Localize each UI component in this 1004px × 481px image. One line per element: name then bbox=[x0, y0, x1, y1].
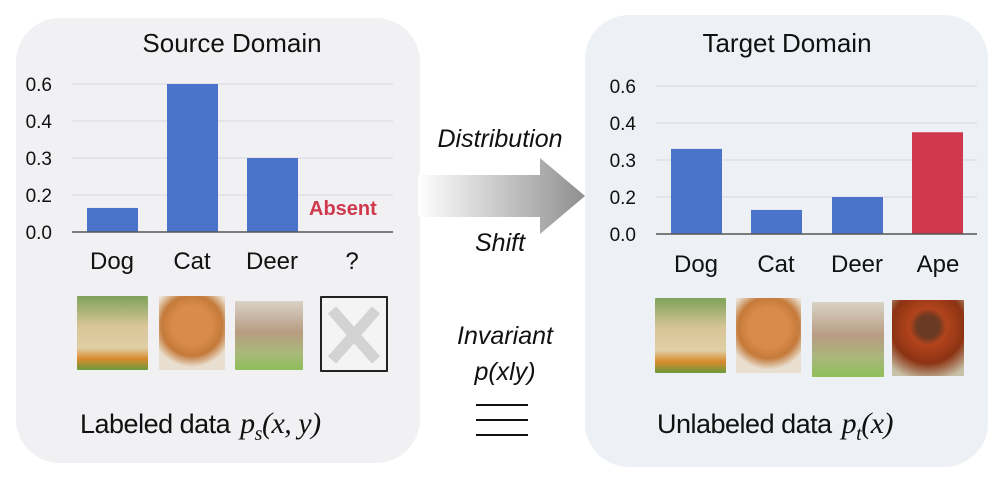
labeled-data-label: Labeled data bbox=[80, 409, 231, 439]
y-tick-label: 0.6 bbox=[26, 75, 52, 96]
bar-dog bbox=[87, 207, 138, 232]
bar-deer bbox=[832, 197, 883, 234]
invariant-label: Invariant bbox=[457, 322, 553, 350]
cat-photo bbox=[159, 296, 225, 370]
deer-photo bbox=[235, 301, 303, 370]
bar-cat bbox=[167, 84, 218, 232]
unlabeled-data-caption: Unlabeled data pt(x) bbox=[657, 407, 894, 446]
distribution-shift-arrow bbox=[418, 158, 585, 234]
orangutan-photo bbox=[892, 300, 964, 376]
source-category-label: Dog bbox=[89, 248, 135, 275]
target-title: Target Domain bbox=[702, 28, 872, 58]
cat-photo bbox=[736, 298, 801, 373]
y-tick-label: 0.0 bbox=[610, 225, 636, 246]
missing-x-icon bbox=[320, 296, 388, 372]
deer-photo bbox=[812, 302, 884, 377]
source-formula: ps(x, y) bbox=[240, 407, 321, 445]
y-tick-label: 0.6 bbox=[610, 77, 636, 98]
y-tick-label: 0.2 bbox=[26, 186, 52, 207]
target-category-label: Dog bbox=[673, 251, 719, 278]
y-tick-label: 0.4 bbox=[610, 114, 637, 135]
bar-dog bbox=[671, 148, 722, 234]
target-category-label: Deer bbox=[830, 251, 884, 278]
y-tick-label: 0.3 bbox=[26, 149, 52, 170]
target-category-label: Cat bbox=[757, 251, 795, 278]
dog-photo bbox=[655, 298, 726, 373]
shift-label: Shift bbox=[474, 229, 526, 257]
y-tick-label: 0.2 bbox=[610, 188, 636, 209]
invariant-formula: p(xly) bbox=[474, 358, 536, 386]
source-category-label: Deer bbox=[245, 248, 299, 275]
unlabeled-data-label: Unlabeled data bbox=[657, 409, 832, 439]
distribution-label: Distribution bbox=[437, 125, 563, 153]
bar-ape bbox=[912, 132, 963, 234]
target-domain-panel bbox=[585, 15, 988, 467]
dog-photo bbox=[77, 296, 148, 370]
absent-label: Absent bbox=[309, 198, 377, 220]
y-tick-label: 0.4 bbox=[26, 112, 53, 133]
y-tick-label: 0.3 bbox=[610, 151, 636, 172]
target-category-label: Ape bbox=[916, 251, 960, 278]
source-category-label: ? bbox=[345, 248, 359, 275]
bar-cat bbox=[751, 209, 802, 234]
labeled-data-caption: Labeled data ps(x, y) bbox=[80, 407, 321, 446]
source-category-label: Cat bbox=[173, 248, 211, 275]
bar-deer bbox=[247, 158, 298, 232]
target-formula: pt(x) bbox=[841, 407, 894, 445]
y-tick-label: 0.0 bbox=[26, 223, 52, 244]
source-title: Source Domain bbox=[142, 28, 322, 58]
